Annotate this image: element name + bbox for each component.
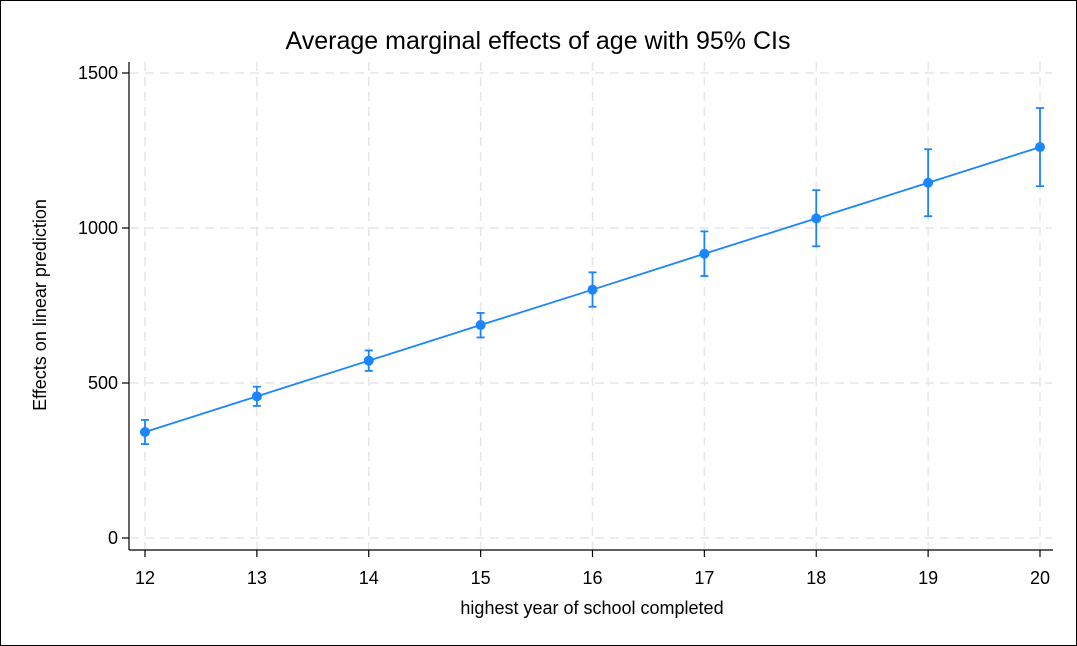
x-tick-label-19: 19 xyxy=(918,568,938,588)
y-tick-label-1000: 1000 xyxy=(78,218,118,238)
x-tick-label-17: 17 xyxy=(694,568,714,588)
x-tick-label-18: 18 xyxy=(806,568,826,588)
data-point-16 xyxy=(587,284,598,295)
data-point-14 xyxy=(363,355,374,366)
y-tick-label-1500: 1500 xyxy=(78,63,118,83)
y-ticks: 0 500 1000 1500 xyxy=(78,63,129,548)
x-tick-label-15: 15 xyxy=(471,568,491,588)
x-tick-label-13: 13 xyxy=(247,568,267,588)
x-tick-label-20: 20 xyxy=(1030,568,1050,588)
x-tick-label-12: 12 xyxy=(135,568,155,588)
x-axis-label: highest year of school completed xyxy=(460,598,723,618)
data-point-17 xyxy=(699,248,710,259)
x-tick-label-14: 14 xyxy=(359,568,379,588)
x-ticks: 12 13 14 15 16 17 18 19 20 xyxy=(135,550,1050,588)
axes xyxy=(128,62,1053,551)
data-point-20 xyxy=(1035,142,1045,153)
y-tick-label-500: 500 xyxy=(88,373,118,393)
data-series xyxy=(140,107,1045,445)
grid-lines xyxy=(130,62,1052,549)
data-point-15 xyxy=(475,320,486,331)
data-point-12 xyxy=(140,426,150,437)
x-tick-label-16: 16 xyxy=(582,568,602,588)
data-point-19 xyxy=(923,177,934,188)
y-tick-label-0: 0 xyxy=(108,528,118,548)
data-point-18 xyxy=(811,213,822,224)
y-axis-label: Effects on linear prediction xyxy=(30,199,50,411)
data-point-13 xyxy=(251,391,262,402)
chart-title: Average marginal effects of age with 95%… xyxy=(286,27,791,55)
